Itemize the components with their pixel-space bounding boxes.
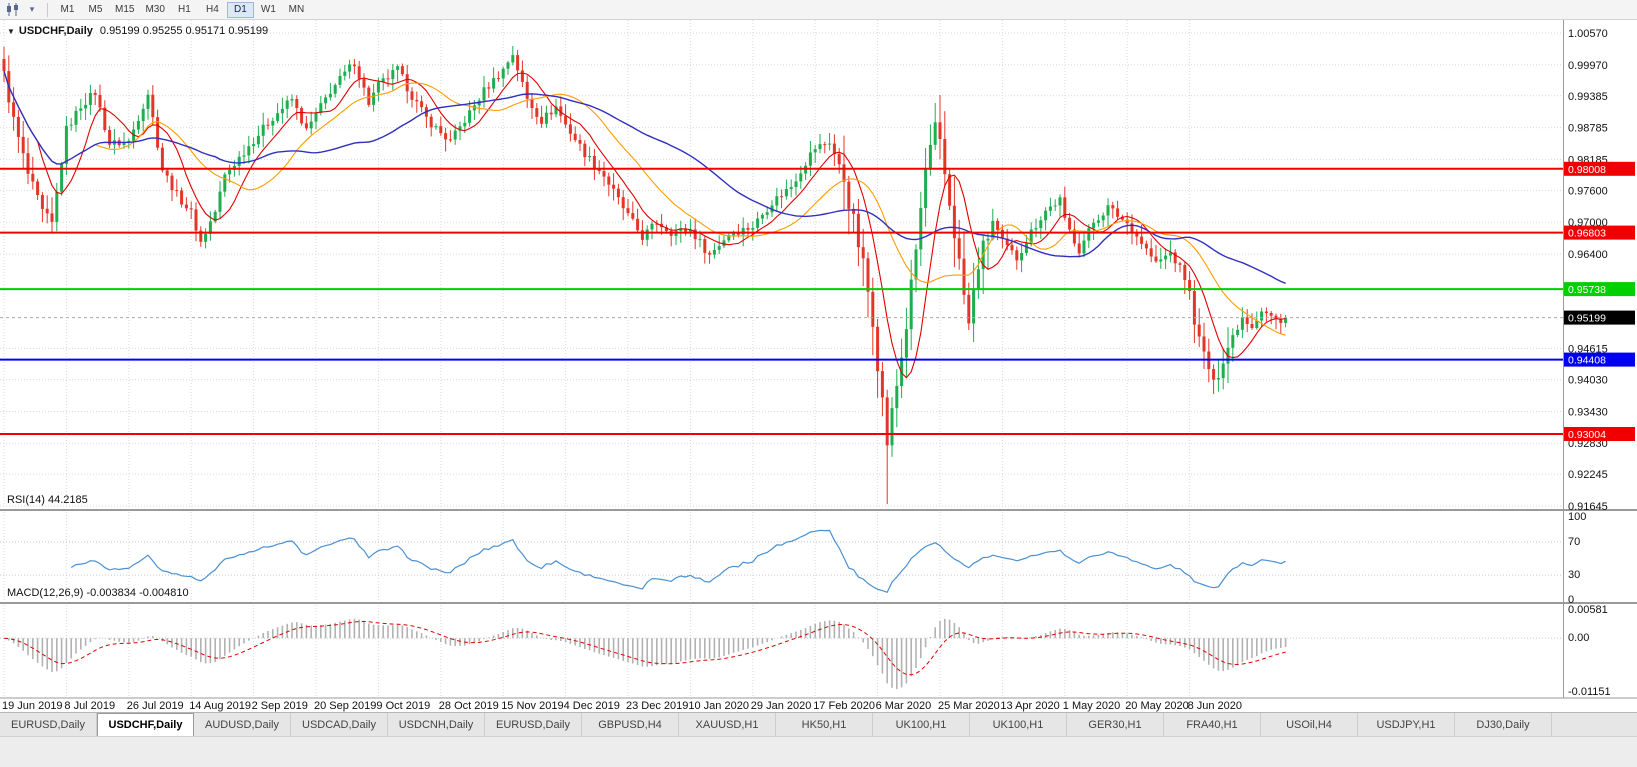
svg-text:0.95738: 0.95738	[1568, 284, 1606, 296]
price-badge-0.94408	[1564, 352, 1635, 367]
svg-text:20 May 2020: 20 May 2020	[1125, 700, 1189, 712]
timeframe-toolbar: ▾ M1 M5 M15 M30 H1 H4 D1 W1 MN	[0, 0, 1637, 20]
moving-average-20-line	[3, 70, 1286, 336]
price-chart-svg[interactable]: 1.005700.999700.993850.987850.981850.976…	[0, 20, 1637, 712]
svg-text:0.98785: 0.98785	[1568, 123, 1608, 135]
chart-tab-xauusd-h1[interactable]: XAUUSD,H1	[679, 713, 776, 736]
svg-text:15 Nov 2019: 15 Nov 2019	[501, 700, 563, 712]
svg-text:0.00581: 0.00581	[1568, 604, 1608, 616]
svg-text:4 Dec 2019: 4 Dec 2019	[564, 700, 620, 712]
chart-type-icon[interactable]	[4, 2, 22, 18]
svg-text:10 Jan 2020: 10 Jan 2020	[688, 700, 749, 712]
chart-tab-uk100-h1[interactable]: UK100,H1	[970, 713, 1067, 736]
svg-text:0.93004: 0.93004	[1568, 429, 1606, 441]
timeframe-button-mn[interactable]: MN	[283, 2, 310, 18]
svg-text:30: 30	[1568, 569, 1580, 581]
current-price-badge	[1564, 310, 1635, 325]
moving-average-45-line	[3, 70, 1286, 284]
svg-text:0.96803: 0.96803	[1568, 228, 1606, 240]
svg-text:17 Feb 2020: 17 Feb 2020	[813, 700, 875, 712]
chart-tab-audusd-daily[interactable]: AUDUSD,Daily	[194, 713, 291, 736]
candlestick-glyph	[7, 3, 18, 16]
chart-area[interactable]: 1.00570 0.99970 0.99385 0.98785 0.98185 0.976…	[0, 20, 1637, 712]
svg-text:25 Mar 2020: 25 Mar 2020	[938, 700, 1000, 712]
rsi-line	[70, 529, 1286, 594]
svg-text:23 Dec 2019: 23 Dec 2019	[626, 700, 688, 712]
svg-text:28 Oct 2019: 28 Oct 2019	[439, 700, 499, 712]
chart-tab-ger30-h1[interactable]: GER30,H1	[1067, 713, 1164, 736]
svg-text:0.93430: 0.93430	[1568, 406, 1608, 418]
chart-tab-hk50-h1[interactable]: HK50,H1	[776, 713, 873, 736]
chart-tab-usdchf-daily[interactable]: USDCHF,Daily	[97, 713, 194, 736]
timeframe-button-m1[interactable]: M1	[54, 2, 81, 18]
chart-tab-usdcad-daily[interactable]: USDCAD,Daily	[291, 713, 388, 736]
toolbar-separator	[47, 2, 48, 17]
svg-text:14 Aug 2019: 14 Aug 2019	[189, 700, 251, 712]
svg-text:1 May 2020: 1 May 2020	[1063, 700, 1120, 712]
svg-text:0.99385: 0.99385	[1568, 91, 1608, 103]
chart-tab-usdcnh-daily[interactable]: USDCNH,Daily	[388, 713, 485, 736]
timeframe-button-m15[interactable]: M15	[110, 2, 139, 18]
svg-text:2 Sep 2019: 2 Sep 2019	[252, 700, 308, 712]
svg-text:0.92830: 0.92830	[1568, 438, 1608, 450]
svg-text:0.98008: 0.98008	[1568, 164, 1606, 176]
price-badge-0.93004	[1564, 427, 1635, 441]
svg-text:26 Jul 2019: 26 Jul 2019	[127, 700, 184, 712]
svg-text:0.00: 0.00	[1568, 632, 1589, 644]
svg-text:0.99970: 0.99970	[1568, 60, 1608, 72]
svg-text:0.95199: 0.95199	[1568, 313, 1606, 325]
price-badge-0.95738	[1564, 282, 1635, 297]
chart-tab-dj30-daily[interactable]: DJ30,Daily	[1455, 713, 1552, 736]
chart-background	[0, 20, 1637, 712]
bottom-strip	[0, 736, 1637, 767]
moving-average-8-line	[3, 70, 1286, 379]
svg-text:8 Jul 2019: 8 Jul 2019	[64, 700, 115, 712]
macd-signal-line	[3, 620, 1286, 676]
timeframe-button-h1[interactable]: H1	[171, 2, 198, 18]
svg-text:8 Jun 2020: 8 Jun 2020	[1188, 700, 1242, 712]
time-axis: 19 Jun 2019 8 Jul 2019 26 Jul 2019 14 Aug 2…	[2, 700, 1242, 712]
svg-text:0.94030: 0.94030	[1568, 375, 1608, 387]
timeframe-button-h4[interactable]: H4	[199, 2, 226, 18]
svg-text:29 Jan 2020: 29 Jan 2020	[751, 700, 812, 712]
chart-tab-uk100-h1[interactable]: UK100,H1	[873, 713, 970, 736]
timeframe-button-w1[interactable]: W1	[255, 2, 282, 18]
price-badge-0.96803	[1564, 225, 1635, 240]
svg-text:20 Sep 2019: 20 Sep 2019	[314, 700, 376, 712]
svg-text:0.94408: 0.94408	[1568, 355, 1606, 367]
dropdown-caret-icon[interactable]: ▾	[29, 4, 35, 14]
svg-text:70: 70	[1568, 536, 1580, 548]
svg-text:0: 0	[1568, 594, 1574, 606]
grid-layer	[0, 20, 1563, 696]
price-badge-0.98008	[1564, 161, 1635, 176]
svg-text:19 Jun 2019: 19 Jun 2019	[2, 700, 63, 712]
chart-tab-usoil-h4[interactable]: USOil,H4	[1261, 713, 1358, 736]
chart-tab-fra40-h1[interactable]: FRA40,H1	[1164, 713, 1261, 736]
macd-axis: 0.00581 0.00 -0.01151	[1568, 604, 1611, 698]
svg-text:0.92245: 0.92245	[1568, 469, 1608, 481]
timeframe-buttons-group: M1 M5 M15 M30 H1 H4 D1 W1 MN	[54, 1, 310, 18]
svg-text:9 Oct 2019: 9 Oct 2019	[376, 700, 430, 712]
svg-text:13 Apr 2020: 13 Apr 2020	[1000, 700, 1059, 712]
rsi-axis: 100 70 30 0	[1568, 511, 1586, 606]
svg-text:0.97600: 0.97600	[1568, 185, 1608, 197]
chart-tabs-bar: EURUSD,Daily USDCHF,Daily AUDUSD,Daily USDC…	[0, 712, 1637, 736]
timeframe-button-m5[interactable]: M5	[82, 2, 109, 18]
svg-text:0.91645: 0.91645	[1568, 501, 1608, 513]
svg-text:0.96400: 0.96400	[1568, 249, 1608, 261]
timeframe-button-m30[interactable]: M30	[140, 2, 169, 18]
chart-tab-eurusd-daily[interactable]: EURUSD,Daily	[0, 713, 97, 736]
chart-tab-eurusd-daily[interactable]: EURUSD,Daily	[485, 713, 582, 736]
chart-tab-usdjpy-h1[interactable]: USDJPY,H1	[1358, 713, 1455, 736]
timeframe-button-d1[interactable]: D1	[226, 1, 254, 18]
svg-text:100: 100	[1568, 511, 1586, 523]
svg-text:-0.01151: -0.01151	[1568, 686, 1611, 698]
svg-text:1.00570: 1.00570	[1568, 28, 1608, 40]
svg-text:6 Mar 2020: 6 Mar 2020	[876, 700, 932, 712]
chart-tab-gbpusd-h4[interactable]: GBPUSD,H4	[582, 713, 679, 736]
